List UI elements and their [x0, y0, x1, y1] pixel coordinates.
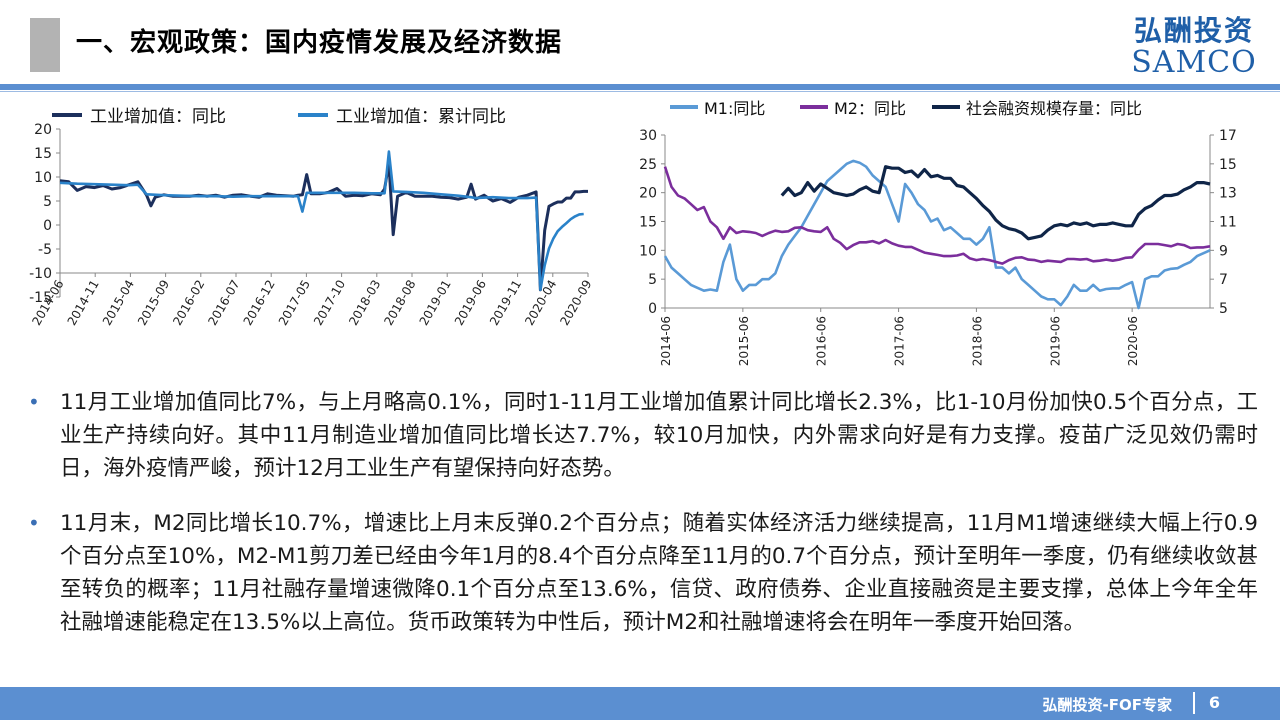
y-tick-label: 10	[34, 170, 52, 186]
bullet-item: • 11月末，M2同比增长10.7%，增速比上月末反弹0.2个百分点；随着实体经…	[28, 507, 1258, 639]
series-line	[663, 159, 1211, 310]
y2-tick-label: 17	[1219, 128, 1237, 144]
y-tick-label: 20	[639, 186, 657, 202]
x-tick-label: 2015-09	[135, 278, 172, 328]
x-tick-label: 2016-02	[170, 278, 207, 328]
x-tick-label: 2016-12	[241, 278, 278, 328]
x-tick-label: 2018-08	[381, 278, 418, 328]
industrial-output-chart: 20151050-5-10-152014-062014-112015-04201…	[29, 107, 594, 328]
title-accent-bar	[30, 18, 60, 72]
series-line	[663, 166, 1211, 265]
logo-english: SAMCO	[1131, 45, 1257, 80]
series-line	[59, 161, 588, 292]
y2-tick-label: 7	[1219, 272, 1228, 288]
x-tick-label: 2014-06	[659, 316, 673, 366]
bullet-dot: •	[28, 511, 40, 535]
x-tick-label: 2015-04	[100, 278, 137, 328]
y2-tick-label: 5	[1219, 301, 1228, 317]
legend-label: M1:同比	[704, 99, 765, 118]
y-tick-label: 30	[639, 128, 657, 144]
y2-tick-label: 11	[1219, 215, 1237, 231]
y2-tick-label: 9	[1219, 243, 1228, 259]
y-tick-label: 25	[639, 157, 657, 173]
money-supply-chart: 30 25 20 15 10 5 0 17 15 13 11 9 7 5 2014-06 2015-06 201…	[639, 99, 1237, 366]
x-tick-label: 2019-06	[452, 278, 489, 328]
x-tick-label: 2017-05	[276, 278, 313, 328]
header-divider	[0, 84, 1280, 90]
x-tick-label: 2019-01	[417, 278, 454, 328]
series-line	[780, 165, 1211, 241]
x-tick-label: 2015-06	[737, 316, 751, 366]
legend-label: M2：同比	[834, 99, 906, 118]
footer-separator	[1193, 692, 1195, 714]
page-title: 一、宏观政策：国内疫情发展及经济数据	[76, 28, 563, 58]
bullet-text: 11月末，M2同比增长10.7%，增速比上月末反弹0.2个百分点；随着实体经济活…	[60, 511, 1258, 635]
footer-brand: 弘酬投资-FOF专家	[1042, 696, 1172, 714]
series-line	[59, 150, 584, 292]
x-tick-label: 2019-06	[1048, 316, 1062, 366]
bullet-item: • 11月工业增加值同比7%，与上月略高0.1%，同时1-11月工业增加值累计同…	[28, 386, 1258, 485]
bullet-dot: •	[28, 390, 40, 414]
commentary: • 11月工业增加值同比7%，与上月略高0.1%，同时1-11月工业增加值累计同…	[28, 386, 1258, 661]
header-divider-thin	[0, 91, 1280, 92]
y-tick-label: 5	[43, 194, 52, 210]
x-tick-label: 2018-06	[970, 316, 984, 366]
logo-chinese: 弘酬投资	[1133, 14, 1254, 47]
y2-tick-label: 13	[1219, 186, 1237, 202]
company-logo: 弘酬投资 SAMCO	[1124, 14, 1264, 78]
x-tick-label: 2017-06	[893, 316, 907, 366]
y-tick-label: 20	[34, 122, 52, 138]
y-tick-label: -10	[29, 266, 52, 282]
y-tick-label: -15	[29, 290, 52, 306]
y-tick-label: 10	[639, 243, 657, 259]
x-tick-label: 2019-11	[487, 278, 524, 328]
footer-bar: 弘酬投资-FOF专家 6	[0, 687, 1280, 720]
page-number: 6	[1208, 693, 1220, 712]
legend-label: 工业增加值：累计同比	[336, 107, 506, 127]
y-tick-label: 5	[648, 272, 657, 288]
x-tick-label: 2016-06	[815, 316, 829, 366]
y-tick-label: 0	[648, 301, 657, 317]
y-tick-label: 15	[639, 215, 657, 231]
y-tick-label: 15	[34, 146, 52, 162]
x-tick-label: 2020-06	[1126, 316, 1140, 366]
x-tick-label: 2020-09	[557, 278, 594, 328]
legend-label: 工业增加值：同比	[90, 107, 226, 127]
x-tick-label: 2016-07	[205, 278, 242, 328]
x-tick-label: 2014-11	[65, 278, 102, 328]
x-tick-label: 2018-03	[346, 278, 383, 328]
y-tick-label: -5	[38, 242, 52, 258]
legend-label: 社会融资规模存量：同比	[966, 99, 1142, 118]
y2-tick-label: 15	[1219, 157, 1237, 173]
y-tick-label: 0	[43, 218, 52, 234]
bullet-text: 11月工业增加值同比7%，与上月略高0.1%，同时1-11月工业增加值累计同比增…	[60, 390, 1258, 481]
x-tick-label: 2017-10	[311, 278, 348, 328]
